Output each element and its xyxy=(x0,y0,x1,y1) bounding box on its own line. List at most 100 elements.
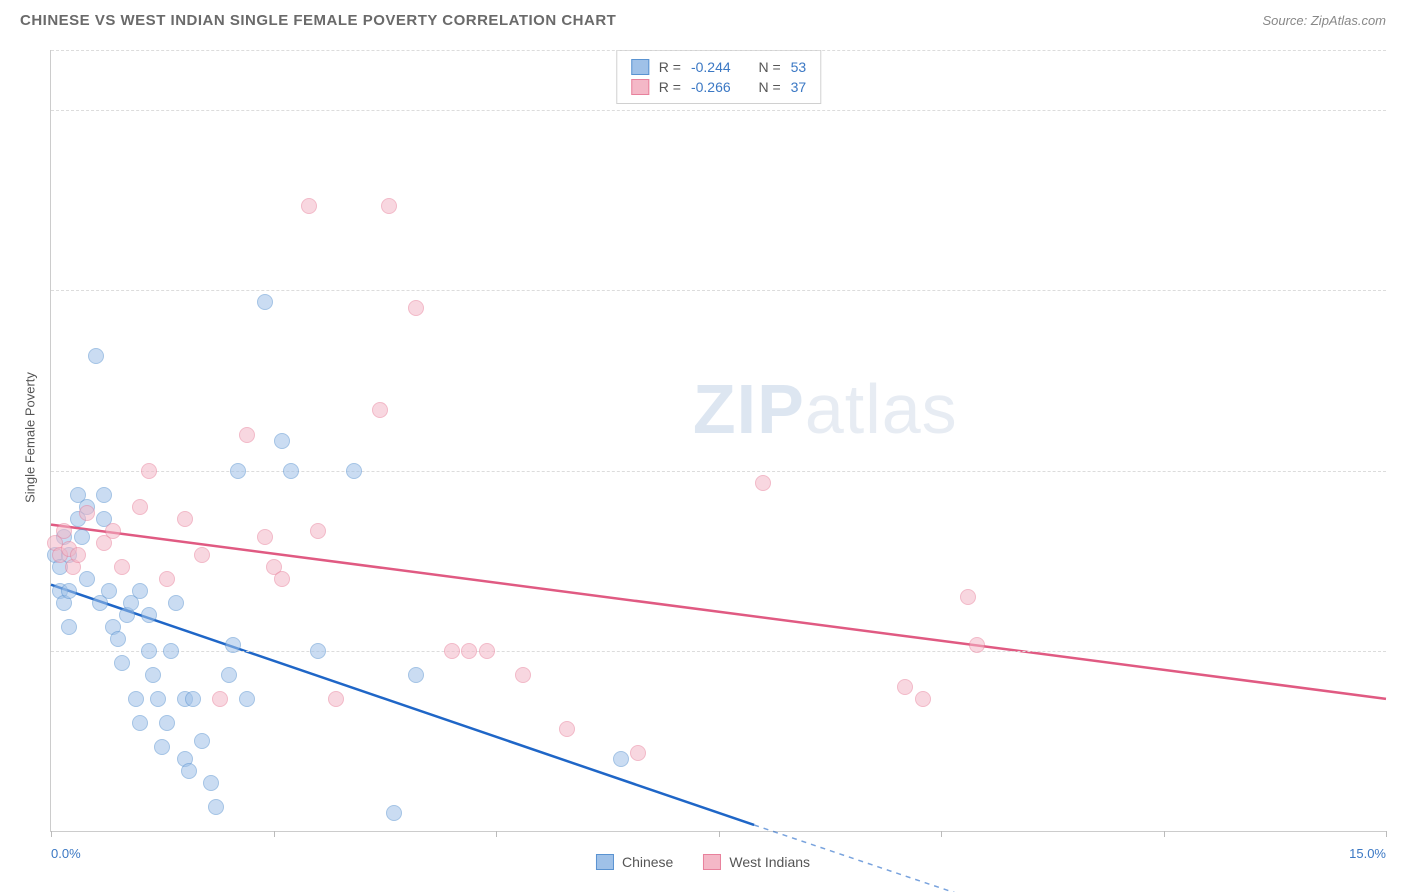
gridline xyxy=(51,110,1386,111)
scatter-point xyxy=(960,589,976,605)
scatter-point xyxy=(177,511,193,527)
scatter-point xyxy=(159,571,175,587)
stats-legend-box: R =-0.244 N =53R =-0.266 N =37 xyxy=(616,50,821,104)
scatter-point xyxy=(88,348,104,364)
scatter-point xyxy=(128,691,144,707)
scatter-point xyxy=(239,427,255,443)
gridline xyxy=(51,471,1386,472)
scatter-point xyxy=(132,499,148,515)
scatter-point xyxy=(283,463,299,479)
scatter-point xyxy=(408,300,424,316)
scatter-point xyxy=(969,637,985,653)
scatter-point xyxy=(110,631,126,647)
scatter-point xyxy=(212,691,228,707)
scatter-point xyxy=(114,559,130,575)
legend-label: Chinese xyxy=(622,854,673,870)
y-tick-label: 15.0% xyxy=(1396,643,1406,658)
scatter-point xyxy=(74,529,90,545)
stat-n-value: 37 xyxy=(791,79,807,95)
scatter-point xyxy=(444,643,460,659)
scatter-point xyxy=(132,583,148,599)
scatter-point xyxy=(915,691,931,707)
scatter-point xyxy=(372,402,388,418)
scatter-point xyxy=(208,799,224,815)
chart-title: CHINESE VS WEST INDIAN SINGLE FEMALE POV… xyxy=(20,12,616,29)
scatter-point xyxy=(101,583,117,599)
x-tick xyxy=(941,831,942,837)
scatter-point xyxy=(257,294,273,310)
chart-container: ZIPatlas R =-0.244 N =53R =-0.266 N =37 … xyxy=(50,50,1386,832)
scatter-point xyxy=(613,751,629,767)
scatter-point xyxy=(461,643,477,659)
scatter-point xyxy=(181,763,197,779)
scatter-point xyxy=(310,643,326,659)
series-legend: Chinese West Indians xyxy=(596,854,810,870)
scatter-point xyxy=(114,655,130,671)
scatter-point xyxy=(150,691,166,707)
stats-row: R = -0.266 N = 37 xyxy=(631,77,806,97)
scatter-point xyxy=(310,523,326,539)
stat-r-label: R = xyxy=(659,59,681,75)
series-swatch xyxy=(631,79,649,95)
x-tick-label: 0.0% xyxy=(51,846,81,861)
scatter-point xyxy=(230,463,246,479)
scatter-point xyxy=(239,691,255,707)
scatter-point xyxy=(61,583,77,599)
y-axis-label: Single Female Poverty xyxy=(23,372,38,503)
scatter-point xyxy=(132,715,148,731)
scatter-point xyxy=(479,643,495,659)
plot-area: ZIPatlas R =-0.244 N =53R =-0.266 N =37 … xyxy=(50,50,1386,832)
stat-n-label: N = xyxy=(758,59,780,75)
stat-n-value: 53 xyxy=(791,59,807,75)
scatter-point xyxy=(185,691,201,707)
scatter-point xyxy=(79,571,95,587)
x-tick xyxy=(274,831,275,837)
scatter-point xyxy=(56,523,72,539)
scatter-point xyxy=(79,505,95,521)
scatter-point xyxy=(194,733,210,749)
scatter-point xyxy=(274,571,290,587)
scatter-point xyxy=(141,463,157,479)
x-tick-label: 15.0% xyxy=(1349,846,1386,861)
scatter-point xyxy=(408,667,424,683)
watermark: ZIPatlas xyxy=(693,369,958,449)
series-swatch xyxy=(703,854,721,870)
y-tick-label: 45.0% xyxy=(1396,283,1406,298)
scatter-point xyxy=(386,805,402,821)
gridline xyxy=(51,50,1386,51)
scatter-point xyxy=(225,637,241,653)
stat-r-value: -0.266 xyxy=(691,79,731,95)
y-tick-label: 30.0% xyxy=(1396,463,1406,478)
series-swatch xyxy=(596,854,614,870)
scatter-point xyxy=(221,667,237,683)
scatter-point xyxy=(154,739,170,755)
scatter-point xyxy=(194,547,210,563)
scatter-point xyxy=(381,198,397,214)
scatter-point xyxy=(105,523,121,539)
scatter-point xyxy=(168,595,184,611)
scatter-point xyxy=(274,433,290,449)
x-tick xyxy=(51,831,52,837)
scatter-point xyxy=(70,547,86,563)
scatter-point xyxy=(346,463,362,479)
y-tick-label: 60.0% xyxy=(1396,103,1406,118)
scatter-point xyxy=(163,643,179,659)
scatter-point xyxy=(145,667,161,683)
scatter-point xyxy=(141,607,157,623)
stat-r-label: R = xyxy=(659,79,681,95)
legend-item: West Indians xyxy=(703,854,810,870)
scatter-point xyxy=(257,529,273,545)
x-tick xyxy=(496,831,497,837)
gridline xyxy=(51,651,1386,652)
stat-n-label: N = xyxy=(758,79,780,95)
stats-row: R =-0.244 N =53 xyxy=(631,57,806,77)
scatter-point xyxy=(141,643,157,659)
scatter-point xyxy=(559,721,575,737)
series-swatch xyxy=(631,59,649,75)
scatter-point xyxy=(61,619,77,635)
legend-item: Chinese xyxy=(596,854,673,870)
scatter-point xyxy=(96,487,112,503)
x-tick xyxy=(1386,831,1387,837)
gridline xyxy=(51,290,1386,291)
scatter-point xyxy=(515,667,531,683)
